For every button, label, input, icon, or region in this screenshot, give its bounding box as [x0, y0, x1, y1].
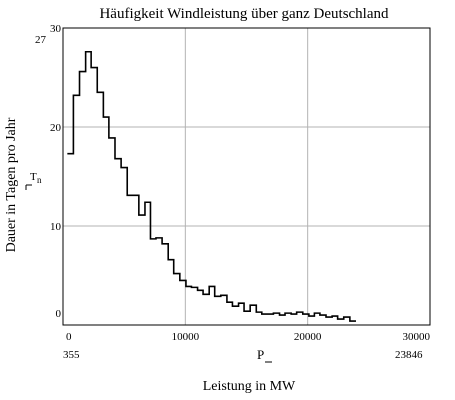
- series-line: [67, 50, 356, 322]
- y-axis-label: Dauer in Tagen pro Jahr: [4, 117, 19, 252]
- y-extra-label: 27: [35, 34, 47, 46]
- x-axis-label: Leistung in MW: [203, 379, 296, 394]
- y-tick-label: 20: [50, 122, 62, 134]
- x-tick-label: 10000: [172, 331, 200, 343]
- x-range-max-label: 23846: [395, 349, 423, 361]
- y-symbol-main: T: [30, 171, 37, 183]
- y-symbol: T n: [25, 171, 42, 190]
- x-tick-label: 20000: [294, 331, 322, 343]
- y-symbol-sub: n: [37, 175, 42, 185]
- x-tick-label: 30000: [403, 331, 431, 343]
- y-symbol-mark: [25, 184, 32, 190]
- x-tick-label: 0: [66, 331, 72, 343]
- y-tick-label: 0: [56, 308, 62, 320]
- plot-frame: [62, 27, 431, 326]
- y-tick-label: 10: [50, 221, 62, 233]
- y-tick-label: 30: [50, 23, 62, 35]
- chart-title: Häufigkeit Windleistung über ganz Deutsc…: [99, 6, 389, 22]
- x-range-min-label: 355: [63, 349, 80, 361]
- grid-lines: [63, 28, 430, 325]
- x-symbol: P: [257, 347, 264, 362]
- y-tick-labels: 0 10 20 30: [50, 23, 62, 320]
- x-tick-labels: 0 10000 20000 30000: [66, 331, 431, 343]
